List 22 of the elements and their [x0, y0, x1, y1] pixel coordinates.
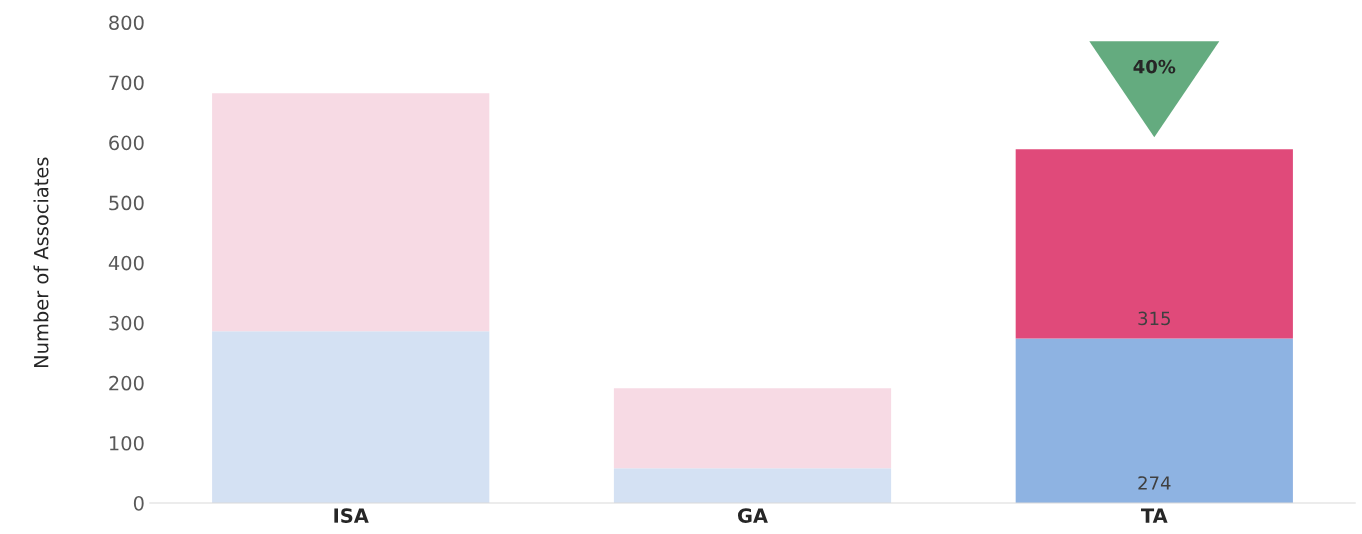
x-tick-label: TA	[1140, 508, 1168, 523]
y-tick-label: 800	[109, 15, 144, 31]
bar	[212, 331, 490, 504]
data-label: 315	[1138, 311, 1170, 326]
y-tick-label: 300	[109, 315, 144, 331]
y-tick-label: 100	[109, 435, 144, 451]
y-tick-label: 700	[109, 75, 144, 91]
annotation: 40%	[1133, 59, 1176, 74]
bar	[613, 468, 892, 504]
y-axis-title: Number of Associates	[33, 157, 49, 368]
y-tick-label: 400	[108, 255, 144, 271]
y-tick-label: 200	[109, 375, 144, 391]
y-tick-label: 600	[109, 135, 144, 151]
x-tick-label: ISA	[334, 508, 369, 523]
bar	[613, 388, 892, 469]
y-tick-label: 500	[109, 195, 144, 211]
x-tick-label: GA	[737, 508, 768, 523]
bar	[212, 93, 490, 332]
data-label: 274	[1138, 476, 1171, 490]
bar	[1015, 338, 1293, 504]
y-tick-label: 0	[133, 495, 144, 511]
bar	[1015, 149, 1293, 339]
